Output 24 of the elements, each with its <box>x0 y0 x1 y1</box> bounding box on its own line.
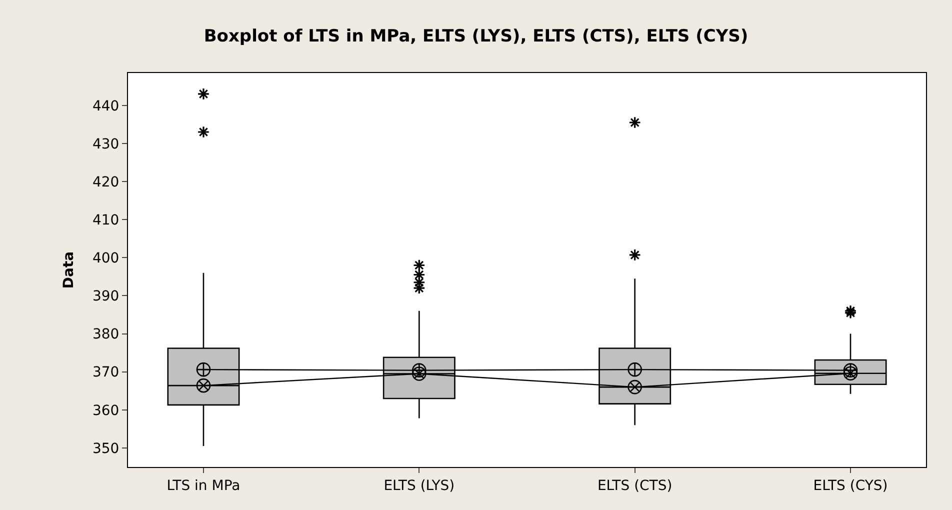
point <box>843 363 858 378</box>
point <box>196 378 211 393</box>
point <box>412 363 426 378</box>
y-tick-label: 410 <box>92 212 120 228</box>
y-tick-label: 380 <box>92 326 120 343</box>
x-tick-label: LTS in MPa <box>166 478 240 494</box>
y-tick-label: 430 <box>92 136 120 152</box>
point <box>628 362 642 377</box>
point <box>412 366 426 381</box>
y-tick-label: 420 <box>92 174 120 190</box>
y-tick-label: 370 <box>92 364 120 381</box>
point <box>843 366 858 380</box>
y-tick-label: 390 <box>92 288 120 305</box>
y-tick-label: 400 <box>92 250 120 267</box>
point <box>196 362 211 377</box>
y-tick-label: 440 <box>92 98 120 114</box>
x-tick-label: ELTS (LYS) <box>384 478 455 494</box>
chart-title: Boxplot of LTS in MPa, ELTS (LYS), ELTS (CTS), ELTS (CYS) <box>204 26 748 47</box>
point <box>628 380 642 394</box>
y-tick-label: 350 <box>92 440 120 457</box>
y-tick-label: 360 <box>92 402 120 419</box>
x-tick-label: ELTS (CTS) <box>597 478 672 494</box>
y-axis-title: Data <box>61 251 78 289</box>
x-tick-label: ELTS (CYS) <box>813 478 888 494</box>
